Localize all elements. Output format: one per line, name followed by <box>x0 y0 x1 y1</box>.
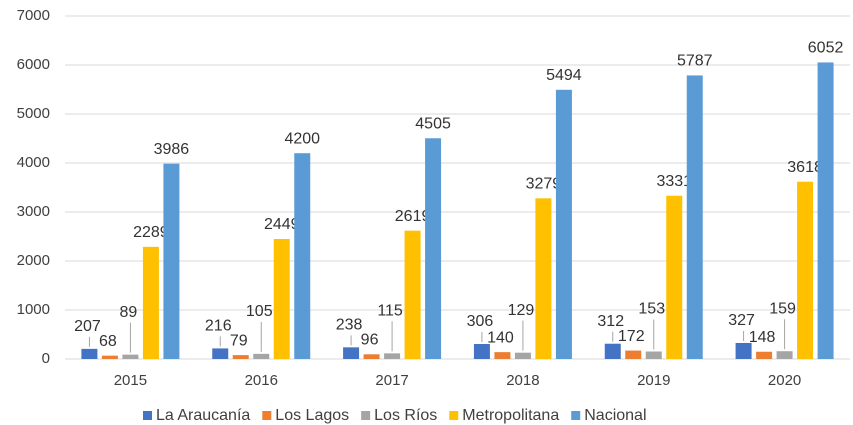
legend-swatch <box>571 411 581 420</box>
y-tick-label: 6000 <box>17 56 50 73</box>
legend-label: Los Ríos <box>374 407 437 424</box>
data-label: 68 <box>99 333 117 350</box>
data-label: 115 <box>377 303 403 320</box>
y-tick-label: 1000 <box>17 301 50 318</box>
bar <box>163 163 180 359</box>
data-label: 4200 <box>284 130 320 147</box>
legend-label: La Araucanía <box>156 407 250 424</box>
bar <box>294 153 311 359</box>
data-label: 3279 <box>526 176 562 193</box>
data-label: 2289 <box>133 224 169 241</box>
x-tick-label: 2018 <box>506 372 539 389</box>
data-label: 4505 <box>415 115 451 132</box>
bar <box>81 348 98 359</box>
bar <box>273 238 290 359</box>
data-label: 153 <box>638 301 665 318</box>
data-label: 306 <box>467 313 494 330</box>
data-label: 159 <box>769 300 796 317</box>
bar <box>625 350 642 359</box>
x-tick-label: 2020 <box>768 372 801 389</box>
bar <box>645 351 662 359</box>
data-label: 5494 <box>546 67 582 84</box>
data-label: 2449 <box>264 216 300 233</box>
bar <box>604 343 621 359</box>
x-tick-label: 2015 <box>114 372 147 389</box>
data-label: 129 <box>508 302 535 319</box>
data-label: 3331 <box>656 173 692 190</box>
bar <box>535 198 552 359</box>
bar <box>425 138 442 359</box>
data-label: 2619 <box>395 208 431 225</box>
data-label: 216 <box>205 318 232 335</box>
data-label: 312 <box>597 313 624 330</box>
legend-swatch <box>449 411 459 420</box>
data-label: 96 <box>361 332 379 349</box>
data-label: 3618 <box>787 159 823 176</box>
bar <box>122 354 139 359</box>
data-label: 172 <box>618 328 645 345</box>
bar <box>514 352 531 359</box>
legend-label: Los Lagos <box>275 407 349 424</box>
bar <box>817 62 834 360</box>
data-label: 105 <box>246 303 273 320</box>
data-label: 238 <box>336 317 363 334</box>
bar <box>101 355 118 359</box>
bar <box>756 351 773 359</box>
legend-label: Nacional <box>584 407 646 424</box>
data-label: 79 <box>230 332 248 349</box>
bar <box>473 344 490 359</box>
bar <box>142 246 159 359</box>
bar <box>212 348 229 359</box>
bar <box>686 75 703 359</box>
y-tick-label: 7000 <box>17 7 50 24</box>
bar <box>232 355 249 359</box>
x-tick-label: 2016 <box>245 372 278 389</box>
legend-swatch <box>143 411 152 420</box>
bar <box>666 195 683 359</box>
data-label: 89 <box>120 304 138 321</box>
y-tick-label: 4000 <box>17 154 50 171</box>
y-tick-label: 2000 <box>17 252 50 269</box>
bar <box>363 354 380 359</box>
bar <box>253 353 270 359</box>
bar <box>384 353 401 359</box>
bar <box>555 89 572 359</box>
bar <box>735 342 752 359</box>
data-label: 207 <box>74 318 101 335</box>
legend-swatch <box>361 411 371 420</box>
data-label: 327 <box>728 312 755 329</box>
y-tick-label: 5000 <box>17 105 50 122</box>
bar <box>797 181 814 359</box>
legend-swatch <box>262 411 272 420</box>
data-label: 140 <box>487 329 514 346</box>
data-label: 148 <box>749 329 776 346</box>
data-label: 6052 <box>808 40 844 57</box>
bar <box>776 351 793 359</box>
bar <box>343 347 360 359</box>
x-tick-label: 2017 <box>375 372 408 389</box>
bar <box>494 352 511 359</box>
legend-label: Metropolitana <box>462 407 559 424</box>
data-label: 3986 <box>154 141 190 158</box>
y-tick-label: 3000 <box>17 203 50 220</box>
x-tick-label: 2019 <box>637 372 670 389</box>
bar <box>404 230 421 359</box>
data-label: 5787 <box>677 53 713 70</box>
y-tick-label: 0 <box>42 350 50 367</box>
